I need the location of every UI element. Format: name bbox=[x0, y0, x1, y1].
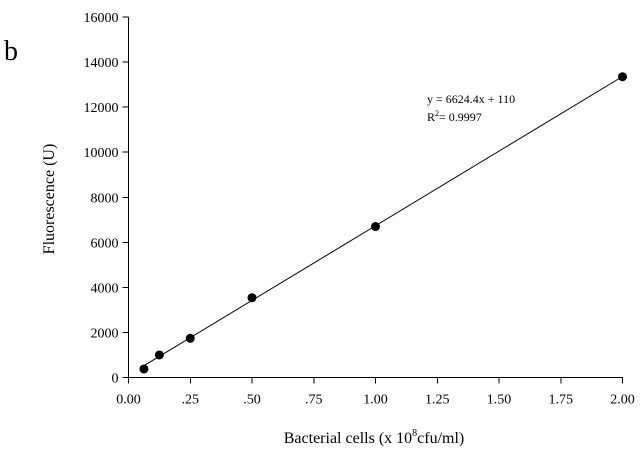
y-tick-label: 14000 bbox=[84, 56, 119, 71]
y-ticks: 0 2000 4000 6000 8000 10000 12000 14000 16000 bbox=[84, 11, 129, 387]
x-axis-title-suffix: cfu/ml) bbox=[417, 430, 464, 447]
x-tick-label: .75 bbox=[305, 393, 323, 408]
data-point bbox=[154, 350, 164, 360]
x-tick-label: 1.50 bbox=[487, 393, 512, 408]
y-tick-label: 2000 bbox=[91, 326, 119, 341]
x-tick-label: .50 bbox=[243, 393, 261, 408]
data-point bbox=[371, 222, 380, 232]
r-squared-value: = 0.9997 bbox=[439, 110, 482, 124]
r-squared-label: R2= 0.9997 bbox=[427, 109, 482, 124]
y-axis-title: Fluorescence (U) bbox=[41, 144, 58, 255]
x-tick-label: 1.25 bbox=[425, 393, 450, 408]
y-tick-label: 6000 bbox=[91, 236, 119, 251]
x-tick-label: 0.00 bbox=[116, 393, 141, 408]
y-tick-label: 8000 bbox=[91, 191, 119, 206]
data-point bbox=[185, 333, 195, 343]
x-ticks: 0.00 .25 .50 .75 1.00 1.25 1.50 1.75 2.00 bbox=[116, 377, 635, 408]
r-squared-prefix: R bbox=[427, 110, 435, 124]
x-tick-label: .25 bbox=[182, 393, 200, 408]
data-point bbox=[247, 293, 257, 303]
data-point bbox=[139, 364, 149, 374]
data-point bbox=[618, 72, 627, 82]
x-tick-label: 2.00 bbox=[610, 393, 635, 408]
regression-line bbox=[143, 76, 623, 367]
data-points bbox=[139, 72, 627, 374]
y-tick-label: 16000 bbox=[84, 11, 119, 26]
y-tick-label: 0 bbox=[112, 372, 119, 387]
x-axis-title-superscript: 8 bbox=[412, 428, 417, 439]
r-squared-superscript: 2 bbox=[435, 109, 439, 118]
regression-annotation: y = 6624.4x + 110 R2= 0.9997 bbox=[427, 92, 515, 124]
x-tick-label: 1.75 bbox=[549, 393, 574, 408]
y-tick-label: 10000 bbox=[84, 146, 119, 161]
panel-label: b bbox=[4, 36, 18, 67]
x-axis-title: Bacterial cells (x 108cfu/ml) bbox=[284, 428, 464, 447]
x-axis-title-prefix: Bacterial cells (x 10 bbox=[284, 430, 412, 447]
regression-equation: y = 6624.4x + 110 bbox=[427, 92, 515, 106]
x-tick-label: 1.00 bbox=[363, 393, 388, 408]
y-tick-label: 12000 bbox=[84, 101, 119, 116]
y-tick-label: 4000 bbox=[91, 281, 119, 296]
